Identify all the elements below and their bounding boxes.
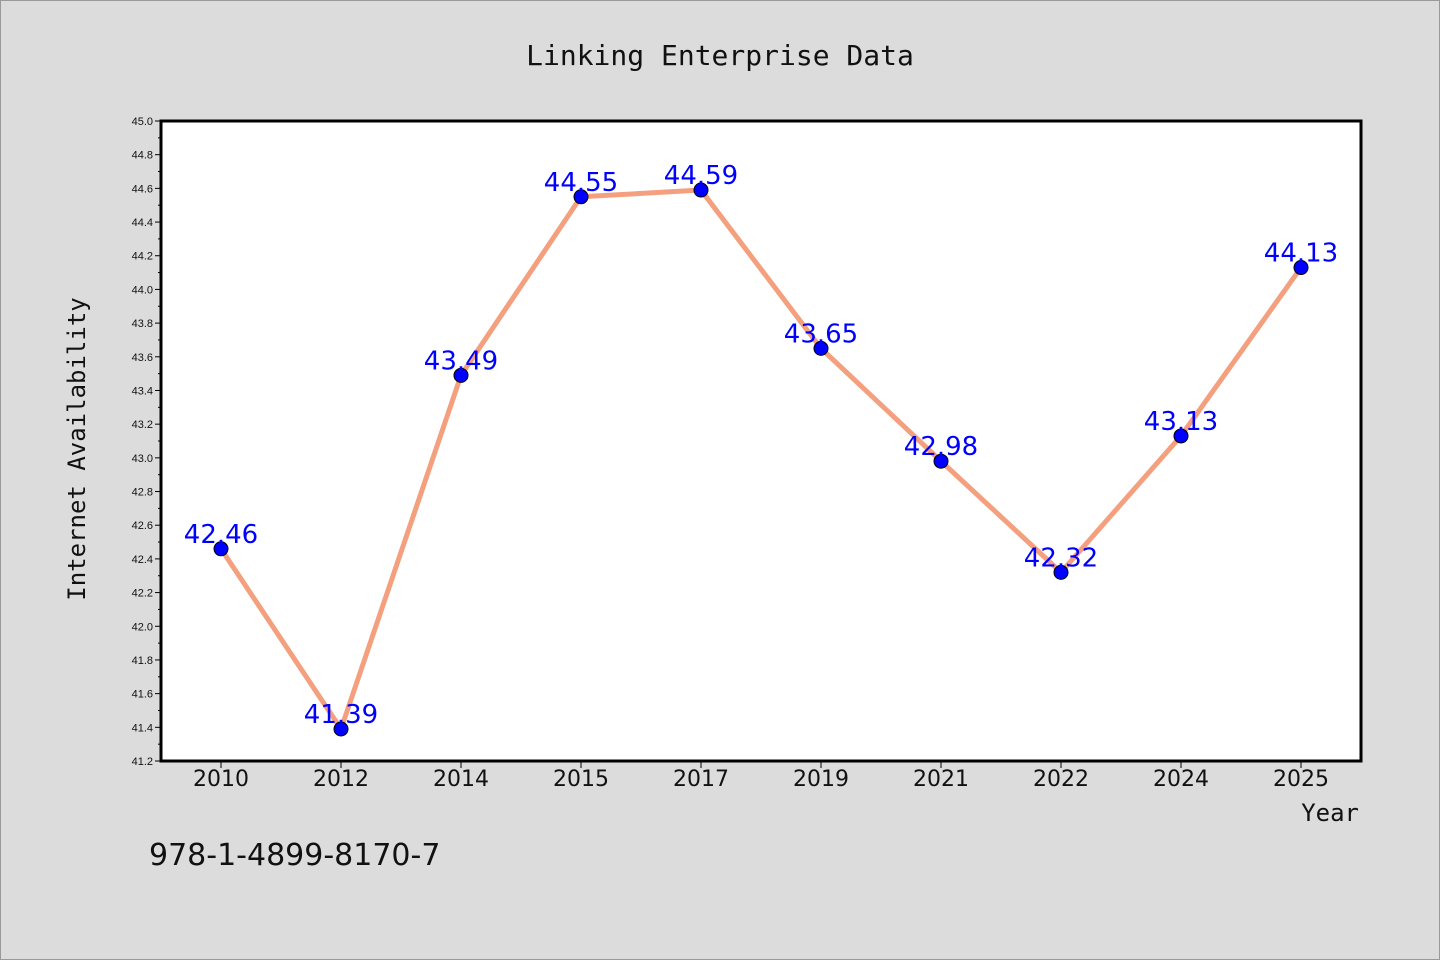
data-label: 43.65 [784,319,858,349]
data-label: 43.13 [1144,407,1218,437]
data-point [333,721,349,737]
data-label: 44.13 [1264,239,1338,269]
y-tick-label: 43.6 [132,352,153,364]
data-point [1293,260,1309,276]
data-point [573,189,589,205]
x-tick-label: 2025 [1273,767,1329,792]
y-tick-label: 42.0 [132,621,153,633]
y-tick-label: 43.2 [132,419,153,431]
data-label: 43.49 [424,346,498,376]
data-point [933,453,949,469]
x-tick-label: 2024 [1153,767,1209,792]
y-tick-label: 42.6 [132,520,153,532]
y-tick-label: 42.2 [132,588,153,600]
isbn-annotation: 978-1-4899-8170-7 [149,838,440,873]
y-axis-label: Internet Availability [63,297,91,600]
plot-area [161,121,1361,761]
plot-frame [159,119,1363,763]
y-tick-label: 43.0 [132,453,153,465]
data-point [813,340,829,356]
x-axis-label: Year [1301,799,1359,827]
data-label: 44.55 [544,168,618,198]
data-point [1173,428,1189,444]
data-point [1053,564,1069,580]
x-tick-label: 2022 [1033,767,1089,792]
x-axis: 2010 2012 2014 2015 2017 2019 2021 2022 2024 2025 [193,761,1329,792]
x-tick-label: 2014 [433,767,489,792]
y-tick-label: 44.8 [132,150,153,162]
y-tick-label: 43.4 [132,385,153,397]
x-tick-label: 2017 [673,767,729,792]
y-axis: 41.2 41.4 41.6 41.8 42.0 42.2 42.4 42.6 42.8 43.0… [132,116,161,768]
data-label: 44.59 [664,161,738,191]
y-tick-label: 41.6 [132,689,153,701]
data-label: 42.46 [184,520,258,550]
y-tick-label: 41.8 [132,655,153,667]
y-tick-label: 42.8 [132,487,153,499]
x-tick-label: 2019 [793,767,849,792]
x-tick-label: 2015 [553,767,609,792]
x-tick-label: 2021 [913,767,969,792]
y-tick-label: 41.4 [132,722,153,734]
chart-title: Linking Enterprise Data [526,39,914,72]
series-line [218,187,1304,732]
data-label: 41.39 [304,700,378,730]
data-point [693,182,709,198]
y-tick-label: 44.6 [132,183,153,195]
data-point [213,541,229,557]
y-tick-label: 42.4 [132,554,153,566]
y-tick-label: 45.0 [132,116,153,128]
data-label: 42.32 [1024,543,1098,573]
data-labels: 42.46 41.39 43.49 44.55 44.59 43.65 42.98 42.32… [184,161,1338,730]
y-tick-label: 44.4 [132,217,153,229]
series-line-group [213,182,1309,737]
y-tick-label: 44.0 [132,284,153,296]
y-tick-label: 41.2 [132,756,153,768]
data-point [453,367,469,383]
y-tick-label: 43.8 [132,318,153,330]
data-label: 42.98 [904,432,978,462]
x-tick-label: 2010 [193,767,249,792]
y-tick-label: 44.2 [132,251,153,263]
x-tick-label: 2012 [313,767,369,792]
